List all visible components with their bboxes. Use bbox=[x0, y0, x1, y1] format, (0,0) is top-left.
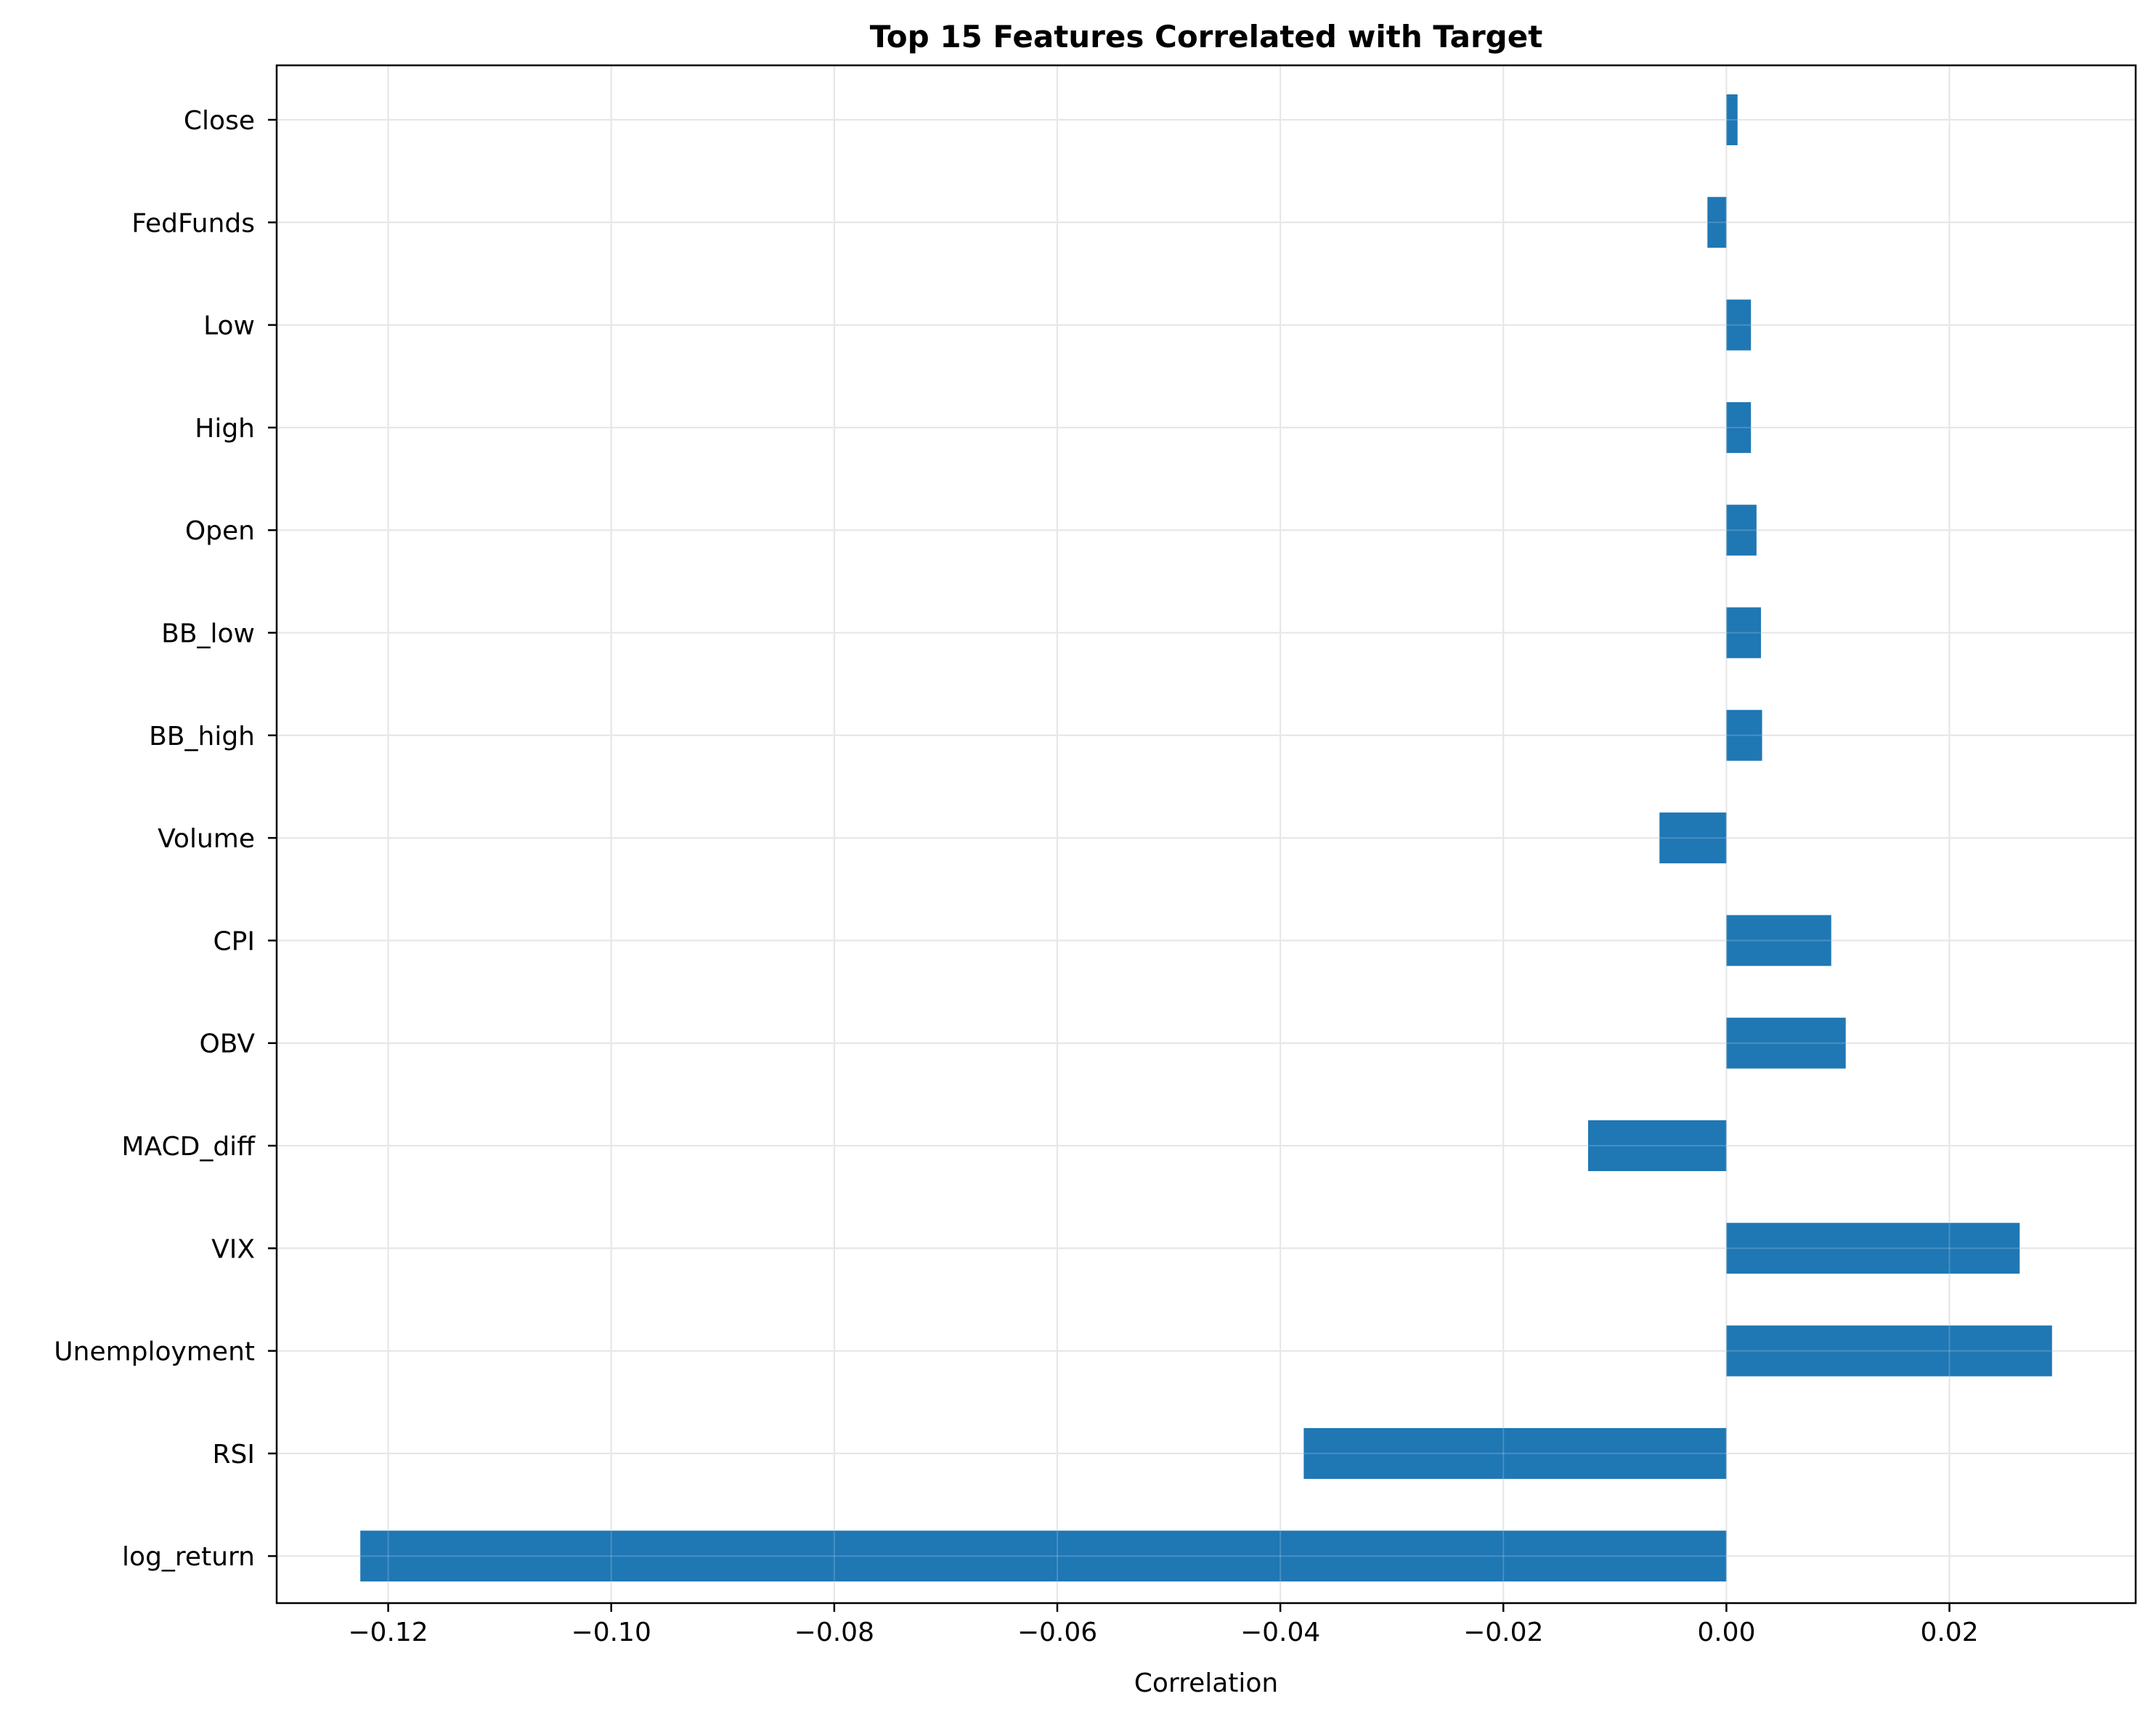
y-tick-label: CPI bbox=[213, 926, 255, 956]
bar-vix bbox=[1726, 1223, 2020, 1274]
bar-fedfunds bbox=[1707, 197, 1727, 248]
y-tick-label: FedFunds bbox=[131, 208, 255, 238]
x-tick-label: 0.02 bbox=[1920, 1618, 1978, 1647]
bar-log-return bbox=[360, 1531, 1727, 1582]
bar-close bbox=[1726, 94, 1738, 145]
y-tick-label: log_return bbox=[122, 1542, 255, 1572]
y-tick-label: VIX bbox=[211, 1234, 255, 1264]
y-tick-label: High bbox=[195, 414, 255, 444]
x-tick-label: −0.02 bbox=[1463, 1618, 1543, 1647]
bar-bb-high bbox=[1726, 709, 1762, 761]
y-tick-label: BB_high bbox=[149, 722, 255, 751]
x-tick-label: −0.12 bbox=[348, 1618, 428, 1647]
bar-volume bbox=[1659, 812, 1727, 864]
x-tick-label: −0.04 bbox=[1240, 1618, 1320, 1647]
axes bbox=[275, 64, 2137, 1605]
bars bbox=[277, 65, 2136, 1603]
plot-frame bbox=[275, 64, 2137, 1605]
bar-macd-diff bbox=[1587, 1120, 1727, 1171]
x-tick-label: −0.06 bbox=[1017, 1618, 1097, 1647]
y-tick-label: RSI bbox=[213, 1440, 255, 1470]
bar-unemployment bbox=[1726, 1325, 2052, 1377]
x-tick-label: −0.10 bbox=[571, 1618, 651, 1647]
chart-title: Top 15 Features Correlated with Target bbox=[870, 19, 1543, 54]
y-tick-label: Unemployment bbox=[54, 1337, 255, 1367]
x-tick-label: −0.08 bbox=[794, 1618, 874, 1647]
bar-high bbox=[1726, 402, 1752, 453]
bar-cpi bbox=[1726, 915, 1831, 966]
y-axis-ticks: Close FedFunds Low High Open BB_low BB_high Vol… bbox=[54, 106, 277, 1572]
x-tick-label: 0.00 bbox=[1697, 1618, 1755, 1647]
y-tick-label: OBV bbox=[199, 1030, 255, 1059]
bar-rsi bbox=[1303, 1427, 1727, 1479]
bar-bb-low bbox=[1726, 607, 1762, 659]
x-axis-ticks: −0.12 −0.10 −0.08 −0.06 −0.04 −0.02 0.00 0.02 bbox=[348, 1603, 1979, 1647]
bar-open bbox=[1726, 505, 1757, 556]
grid-lines bbox=[277, 65, 2136, 1603]
y-tick-label: Open bbox=[185, 516, 255, 546]
y-tick-label: Low bbox=[203, 311, 255, 341]
x-axis-label: Correlation bbox=[1134, 1668, 1279, 1698]
bar-obv bbox=[1726, 1017, 1846, 1069]
y-tick-label: MACD_diff bbox=[121, 1132, 256, 1162]
bar-low bbox=[1726, 299, 1752, 351]
y-tick-label: Volume bbox=[158, 824, 255, 854]
y-tick-label: Close bbox=[184, 106, 255, 136]
y-tick-label: BB_low bbox=[161, 619, 255, 649]
